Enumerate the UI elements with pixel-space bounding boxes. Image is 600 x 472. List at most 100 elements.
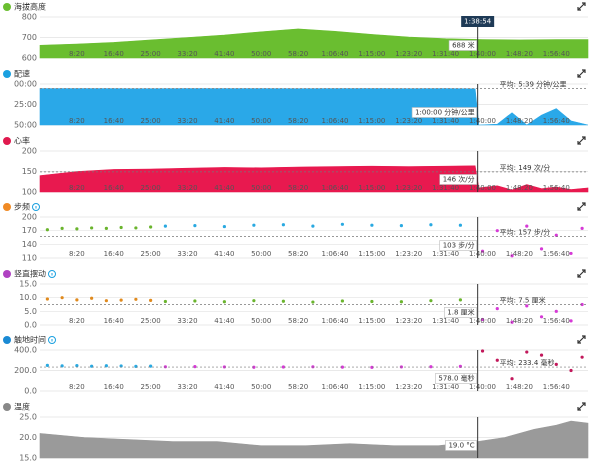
x-tick-label: 1:40:00 bbox=[469, 317, 496, 325]
point bbox=[90, 296, 94, 300]
y-tick-label: 700 bbox=[22, 33, 37, 42]
x-tick-label: 1:56:40 bbox=[543, 184, 570, 192]
point bbox=[134, 297, 138, 301]
area bbox=[39, 165, 589, 193]
point bbox=[60, 364, 64, 368]
y-tick-label: 50:00 bbox=[14, 121, 37, 130]
point bbox=[580, 302, 584, 307]
hover-label: 103 步/分 bbox=[443, 241, 475, 250]
x-tick-label: 50:00 bbox=[251, 117, 271, 125]
y-tick-label: 200 bbox=[22, 213, 37, 222]
x-tick-label: 1:56:40 bbox=[543, 383, 570, 391]
x-tick-label: 1:48:20 bbox=[506, 184, 533, 192]
x-tick-label: 1:23:20 bbox=[395, 50, 422, 58]
point bbox=[525, 224, 529, 228]
point bbox=[458, 298, 463, 302]
x-tick-label: 41:40 bbox=[214, 117, 234, 125]
x-tick-label: 58:20 bbox=[288, 317, 308, 325]
expand-icon bbox=[577, 402, 586, 411]
hover-box bbox=[439, 240, 477, 251]
point bbox=[429, 299, 433, 303]
point bbox=[45, 228, 49, 232]
y-tick-label: 140 bbox=[22, 240, 37, 249]
average-label: 平均: 7.5 厘米 bbox=[500, 296, 546, 305]
x-tick-label: 41:40 bbox=[214, 317, 234, 325]
x-tick-label: 1:56:40 bbox=[543, 117, 570, 125]
y-tick-label: 200.0 bbox=[14, 366, 37, 375]
panel-icon bbox=[3, 403, 11, 411]
panel-title: 步频 bbox=[14, 202, 30, 212]
y-tick-label: 110 bbox=[22, 254, 37, 263]
point bbox=[60, 296, 64, 300]
point bbox=[90, 226, 94, 230]
x-tick-label: 1:23:20 bbox=[395, 184, 422, 192]
point bbox=[163, 224, 167, 228]
point bbox=[311, 300, 315, 304]
help-icon bbox=[48, 270, 56, 278]
x-tick-label: 1:48:20 bbox=[506, 117, 533, 125]
point bbox=[134, 364, 138, 368]
expand-icon bbox=[577, 69, 586, 78]
point bbox=[222, 300, 226, 304]
average-label: 平均: 5:39 分钟/公里 bbox=[500, 80, 567, 89]
y-tick-label: 20.0 bbox=[19, 433, 37, 442]
x-tick-label: 16:40 bbox=[104, 383, 124, 391]
hover-label: 1:00:00 分钟/公里 bbox=[415, 108, 475, 117]
x-tick-label: 1:56:40 bbox=[543, 250, 570, 258]
average-label: 平均: 157 步/分 bbox=[500, 228, 551, 237]
panel-icon bbox=[3, 70, 11, 78]
x-tick-label: 58:20 bbox=[288, 383, 308, 391]
hover-box bbox=[439, 174, 477, 185]
point bbox=[495, 229, 499, 233]
x-tick-label: 1:31:40 bbox=[432, 383, 459, 391]
panel-title: 触地时间 bbox=[14, 335, 46, 345]
point bbox=[104, 364, 108, 368]
panel-title: 海拔高度 bbox=[14, 2, 46, 12]
x-tick-label: 1:23:20 bbox=[395, 317, 422, 325]
x-tick-label: 58:20 bbox=[288, 117, 308, 125]
x-tick-label: 16:40 bbox=[104, 117, 124, 125]
x-tick-label: 58:20 bbox=[288, 250, 308, 258]
x-tick-label: 1:06:40 bbox=[322, 117, 349, 125]
x-tick-label: 25:00 bbox=[141, 117, 161, 125]
x-tick-label: 1:23:20 bbox=[395, 250, 422, 258]
point bbox=[429, 223, 433, 227]
x-tick-label: 41:40 bbox=[214, 50, 234, 58]
panel-icon bbox=[3, 3, 11, 11]
y-tick-label: 00:00 bbox=[14, 80, 37, 89]
x-tick-label: 8:20 bbox=[69, 250, 85, 258]
point bbox=[399, 224, 403, 228]
point bbox=[45, 297, 49, 301]
point bbox=[370, 223, 374, 227]
x-tick-label: 33:20 bbox=[177, 117, 197, 125]
panel-title: 配速 bbox=[14, 70, 30, 79]
panel-icon bbox=[3, 137, 11, 145]
x-tick-label: 8:20 bbox=[69, 117, 85, 125]
x-tick-label: 33:20 bbox=[177, 383, 197, 391]
y-tick-label: 10.0 bbox=[19, 293, 37, 302]
y-tick-label: 25:00 bbox=[14, 100, 37, 109]
point bbox=[554, 309, 558, 313]
point bbox=[134, 226, 138, 230]
x-tick-label: 25:00 bbox=[141, 184, 161, 192]
point bbox=[75, 227, 79, 231]
point bbox=[193, 224, 197, 228]
x-tick-label: 33:20 bbox=[177, 250, 197, 258]
x-tick-label: 33:20 bbox=[177, 184, 197, 192]
point bbox=[252, 223, 256, 227]
x-tick-label: 1:56:40 bbox=[543, 50, 570, 58]
x-tick-label: 16:40 bbox=[104, 50, 124, 58]
point bbox=[580, 226, 584, 230]
hover-label: 19.0 °C bbox=[448, 442, 474, 450]
x-tick-label: 1:31:40 bbox=[432, 50, 459, 58]
point bbox=[222, 224, 226, 229]
y-tick-label: 5.0 bbox=[24, 307, 37, 316]
x-tick-label: 8:20 bbox=[69, 184, 85, 192]
point bbox=[193, 299, 197, 303]
point bbox=[569, 368, 573, 373]
x-tick-label: 16:40 bbox=[104, 250, 124, 258]
point bbox=[104, 299, 108, 303]
point bbox=[340, 299, 344, 303]
x-tick-label: 8:20 bbox=[69, 50, 85, 58]
